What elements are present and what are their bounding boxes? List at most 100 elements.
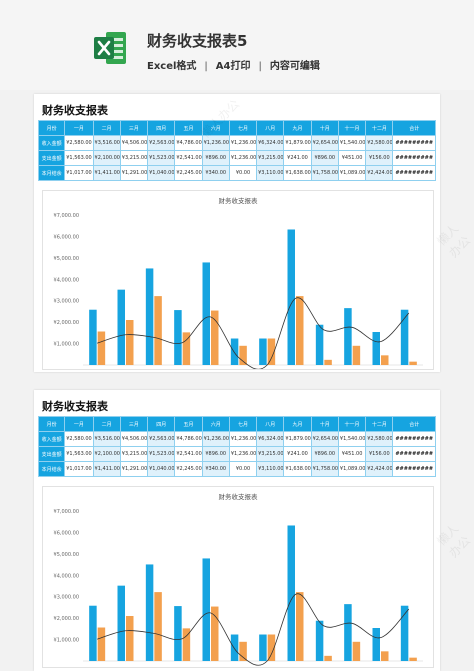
table-cell[interactable]: ¥0.00 bbox=[228, 461, 258, 477]
total-cell[interactable]: ######### bbox=[392, 165, 436, 181]
table-cell[interactable]: ¥1,236.00 bbox=[201, 431, 230, 447]
table-cell[interactable]: ¥896.00 bbox=[201, 150, 230, 166]
table-cell[interactable]: ¥3,215.00 bbox=[119, 446, 149, 462]
table-cell[interactable]: ¥3,215.00 bbox=[119, 150, 149, 166]
table-cell[interactable]: ¥1,089.00 bbox=[337, 165, 367, 181]
table-cell[interactable]: ¥156.00 bbox=[365, 446, 394, 462]
table-cell[interactable]: ¥1,040.00 bbox=[147, 461, 176, 477]
income-bar[interactable] bbox=[400, 309, 409, 365]
income-bar[interactable] bbox=[372, 332, 381, 365]
expense-bar[interactable] bbox=[154, 592, 162, 661]
table-cell[interactable]: ¥1,879.00 bbox=[283, 431, 312, 447]
table-cell[interactable]: ¥2,245.00 bbox=[174, 461, 203, 477]
income-bar[interactable] bbox=[400, 605, 409, 661]
table-cell[interactable]: ¥1,758.00 bbox=[310, 461, 339, 477]
expense-bar[interactable] bbox=[409, 657, 417, 661]
table-cell[interactable]: ¥1,291.00 bbox=[119, 461, 149, 477]
table-cell[interactable]: ¥2,580.00 bbox=[365, 431, 394, 447]
table-cell[interactable]: ¥0.00 bbox=[228, 165, 258, 181]
total-cell[interactable]: ######### bbox=[392, 431, 436, 447]
table-cell[interactable]: ¥451.00 bbox=[337, 446, 367, 462]
table-cell[interactable]: ¥1,017.00 bbox=[64, 461, 94, 477]
table-cell[interactable]: ¥4,506.00 bbox=[119, 431, 149, 447]
income-bar[interactable] bbox=[145, 564, 154, 661]
table-cell[interactable]: ¥3,215.00 bbox=[256, 150, 285, 166]
table-cell[interactable]: ¥3,110.00 bbox=[256, 165, 285, 181]
income-bar[interactable] bbox=[89, 309, 97, 365]
expense-bar[interactable] bbox=[296, 296, 304, 365]
income-bar[interactable] bbox=[202, 558, 211, 661]
income-bar[interactable] bbox=[117, 585, 126, 661]
expense-bar[interactable] bbox=[182, 332, 191, 365]
expense-bar[interactable] bbox=[324, 655, 332, 661]
table-cell[interactable]: ¥1,236.00 bbox=[228, 431, 258, 447]
table-cell[interactable]: ¥2,654.00 bbox=[310, 431, 339, 447]
expense-bar[interactable] bbox=[126, 320, 134, 365]
table-cell[interactable]: ¥1,089.00 bbox=[337, 461, 367, 477]
expense-bar[interactable] bbox=[352, 345, 361, 365]
table-cell[interactable]: ¥1,758.00 bbox=[310, 165, 339, 181]
table-cell[interactable]: ¥2,580.00 bbox=[365, 135, 394, 151]
expense-bar[interactable] bbox=[239, 345, 247, 365]
income-bar[interactable] bbox=[315, 620, 324, 661]
table-cell[interactable]: ¥896.00 bbox=[310, 446, 339, 462]
table-cell[interactable]: ¥4,506.00 bbox=[119, 135, 149, 151]
table-cell[interactable]: ¥1,563.00 bbox=[64, 446, 94, 462]
expense-bar[interactable] bbox=[211, 310, 219, 365]
table-cell[interactable]: ¥1,523.00 bbox=[147, 150, 176, 166]
expense-bar[interactable] bbox=[381, 355, 389, 365]
table-cell[interactable]: ¥3,110.00 bbox=[256, 461, 285, 477]
table-cell[interactable]: ¥241.00 bbox=[283, 150, 312, 166]
table-cell[interactable]: ¥1,017.00 bbox=[64, 165, 94, 181]
expense-bar[interactable] bbox=[211, 606, 219, 661]
income-bar[interactable] bbox=[315, 324, 324, 365]
table-cell[interactable]: ¥2,654.00 bbox=[310, 135, 339, 151]
expense-bar[interactable] bbox=[324, 359, 332, 365]
total-cell[interactable]: ######### bbox=[392, 461, 436, 477]
income-bar[interactable] bbox=[202, 262, 211, 365]
table-cell[interactable]: ¥2,563.00 bbox=[147, 431, 176, 447]
table-cell[interactable]: ¥896.00 bbox=[310, 150, 339, 166]
table-cell[interactable]: ¥451.00 bbox=[337, 150, 367, 166]
table-cell[interactable]: ¥1,236.00 bbox=[228, 446, 258, 462]
table-cell[interactable]: ¥1,563.00 bbox=[64, 150, 94, 166]
expense-bar[interactable] bbox=[97, 627, 106, 661]
table-cell[interactable]: ¥6,324.00 bbox=[256, 431, 285, 447]
table-cell[interactable]: ¥1,638.00 bbox=[283, 461, 312, 477]
income-bar[interactable] bbox=[145, 268, 154, 365]
table-cell[interactable]: ¥2,245.00 bbox=[174, 165, 203, 181]
expense-bar[interactable] bbox=[352, 641, 361, 661]
table-cell[interactable]: ¥896.00 bbox=[201, 446, 230, 462]
table-cell[interactable]: ¥2,563.00 bbox=[147, 135, 176, 151]
table-cell[interactable]: ¥1,540.00 bbox=[337, 135, 367, 151]
table-cell[interactable]: ¥1,523.00 bbox=[147, 446, 176, 462]
table-cell[interactable]: ¥1,236.00 bbox=[201, 135, 230, 151]
table-cell[interactable]: ¥1,411.00 bbox=[92, 165, 121, 181]
income-bar[interactable] bbox=[287, 525, 296, 661]
table-cell[interactable]: ¥1,236.00 bbox=[228, 135, 258, 151]
income-bar[interactable] bbox=[230, 634, 239, 661]
table-cell[interactable]: ¥241.00 bbox=[283, 446, 312, 462]
table-cell[interactable]: ¥1,879.00 bbox=[283, 135, 312, 151]
table-cell[interactable]: ¥3,516.00 bbox=[92, 431, 121, 447]
income-bar[interactable] bbox=[372, 628, 381, 661]
expense-bar[interactable] bbox=[296, 592, 304, 661]
table-cell[interactable]: ¥2,541.00 bbox=[174, 150, 203, 166]
table-cell[interactable]: ¥2,580.00 bbox=[64, 431, 94, 447]
table-cell[interactable]: ¥2,541.00 bbox=[174, 446, 203, 462]
income-bar[interactable] bbox=[259, 338, 267, 365]
table-cell[interactable]: ¥340.00 bbox=[201, 165, 230, 181]
table-cell[interactable]: ¥2,424.00 bbox=[365, 165, 394, 181]
table-cell[interactable]: ¥3,516.00 bbox=[92, 135, 121, 151]
table-cell[interactable]: ¥4,786.00 bbox=[174, 135, 203, 151]
income-bar[interactable] bbox=[174, 606, 182, 661]
table-cell[interactable]: ¥4,786.00 bbox=[174, 431, 203, 447]
income-bar[interactable] bbox=[344, 308, 352, 365]
income-bar[interactable] bbox=[259, 634, 267, 661]
table-cell[interactable]: ¥156.00 bbox=[365, 150, 394, 166]
table-cell[interactable]: ¥340.00 bbox=[201, 461, 230, 477]
income-bar[interactable] bbox=[117, 289, 126, 365]
table-cell[interactable]: ¥1,040.00 bbox=[147, 165, 176, 181]
table-cell[interactable]: ¥1,236.00 bbox=[228, 150, 258, 166]
expense-bar[interactable] bbox=[154, 296, 162, 365]
